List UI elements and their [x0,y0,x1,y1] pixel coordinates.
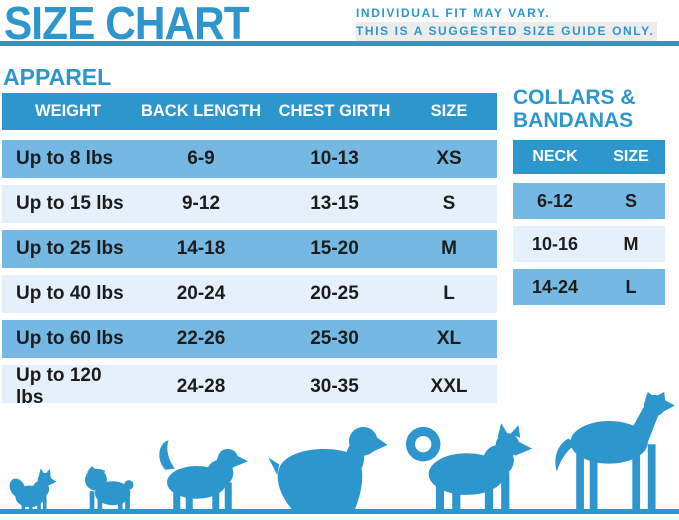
cell-neck: 10-16 [531,233,579,254]
cell-size: XL [436,328,462,349]
dog-silhouette-husky-icon [396,418,532,512]
disclaimer: INDIVIDUAL FIT MAY VARY. THIS IS A SUGGE… [356,5,658,41]
column-header-back-length: BACK LENGTH [140,102,262,120]
cell-size: S [442,193,456,214]
cell-neck: 14-24 [531,276,579,297]
cell-weight: Up to 120 lbs [16,365,102,408]
column-header-size: SIZE [613,148,649,165]
cell-weight: Up to 8 lbs [16,148,114,169]
collars-heading: COLLARS & BANDANAS [513,86,636,132]
cell-back-length: 9-12 [181,193,221,214]
cell-weight: Up to 60 lbs [16,328,124,349]
collars-heading-line-2: BANDANAS [513,109,634,132]
cell-size: M [441,238,457,259]
table-row: 10-16 M [513,226,665,262]
table-row: 6-12 S [513,183,665,219]
cell-chest-girth: 13-15 [310,193,359,214]
collars-table: NECK SIZE 6-12 S 10-16 M 14-24 L [513,140,665,312]
column-header-neck: NECK [532,148,578,165]
cell-weight: Up to 40 lbs [16,283,124,304]
table-row: Up to 40 lbs 20-24 20-25 L [2,275,497,313]
apparel-header-row: WEIGHT BACK LENGTH CHEST GIRTH SIZE [2,93,497,130]
cell-chest-girth: 10-13 [310,148,359,169]
table-row: Up to 8 lbs 6-9 10-13 XS [2,140,497,178]
collars-heading-line-1: COLLARS & [513,86,636,109]
table-row: Up to 15 lbs 9-12 13-15 S [2,185,497,223]
cell-size: L [625,276,637,297]
apparel-table: WEIGHT BACK LENGTH CHEST GIRTH SIZE Up t… [2,93,497,410]
apparel-heading: APPAREL [3,64,112,90]
column-header-size: SIZE [430,102,468,120]
dog-silhouette-pug-icon [80,464,138,512]
cell-size: XXL [430,376,468,397]
table-row: 14-24 L [513,269,665,305]
table-row: Up to 60 lbs 22-26 25-30 XL [2,320,497,358]
cell-back-length: 20-24 [176,283,226,304]
cell-weight: Up to 25 lbs [16,238,124,259]
cell-back-length: 22-26 [176,328,226,349]
table-row: Up to 25 lbs 14-18 15-20 M [2,230,497,268]
header-divider [0,41,679,46]
cell-chest-girth: 15-20 [310,238,359,259]
cell-chest-girth: 20-25 [310,283,359,304]
dog-silhouette-beagle-icon [148,434,250,512]
ground-line [0,509,679,514]
dog-silhouette-cocker-spaniel-icon [266,418,388,512]
cell-neck: 6-12 [536,190,574,211]
cell-size: M [623,233,639,254]
cell-weight: Up to 15 lbs [16,193,124,214]
cell-chest-girth: 25-30 [310,328,359,349]
page-title: SIZE CHART [4,0,250,49]
cell-size: S [624,190,637,211]
collars-header-row: NECK SIZE [513,140,665,174]
disclaimer-line-1: INDIVIDUAL FIT MAY VARY. [356,6,551,20]
cell-size: XS [436,148,462,169]
cell-back-length: 14-18 [176,238,226,259]
cell-back-length: 24-28 [176,376,226,397]
cell-back-length: 6-9 [187,148,215,169]
disclaimer-line-2: THIS IS A SUGGESTED SIZE GUIDE ONLY. [356,22,658,41]
dog-silhouette-great-dane-icon [548,392,676,512]
cell-size: L [443,283,455,304]
dog-silhouette-pomeranian-icon [6,462,58,512]
column-header-weight: WEIGHT [35,102,101,120]
cell-chest-girth: 30-35 [310,376,359,397]
column-header-chest-girth: CHEST GIRTH [278,102,391,120]
table-row: Up to 120 lbs 24-28 30-35 XXL [2,365,497,408]
